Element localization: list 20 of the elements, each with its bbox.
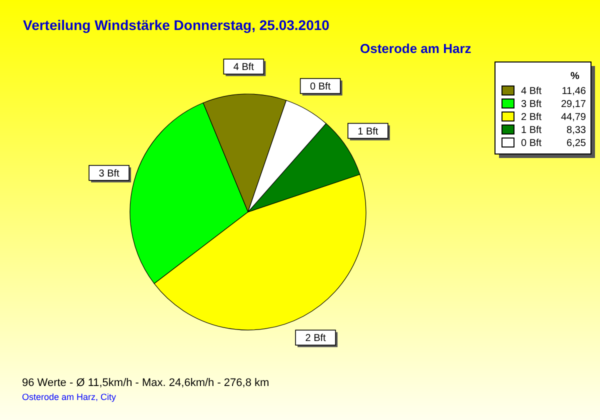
data-label: 29,17 [560,99,586,110]
slice-label: 2 Bft [305,333,326,344]
data-label: 6,25 [566,138,586,149]
chart-subtitle: Osterode am Harz [360,41,472,56]
text: Osterode am Harz, City [22,392,117,402]
chart-title: Verteilung Windstärke Donnerstag, 25.03.2010 [23,17,330,33]
legend-title: % [570,71,580,82]
data-label: 11,46 [562,86,586,97]
slice-label: 0 Bft [310,82,331,93]
slice-label: 3 Bft [98,168,120,180]
legend-label: 0 Bft [521,138,542,149]
slice-label: 4 Bft [233,62,254,74]
slice-label: 1 Bft [358,126,378,138]
data-label: 8,33 [566,125,586,136]
data-label: 44,79 [560,112,586,123]
text: 96 Werte - Ø 11,5km/h - Max. 24,6km/h - 276,8 km [22,377,270,389]
legend-label: 1 Bft [521,125,542,136]
legend-label: 3 Bft [521,99,542,110]
legend-label: 2 Bft [521,112,542,123]
legend-label: 4 Bft [521,86,542,97]
